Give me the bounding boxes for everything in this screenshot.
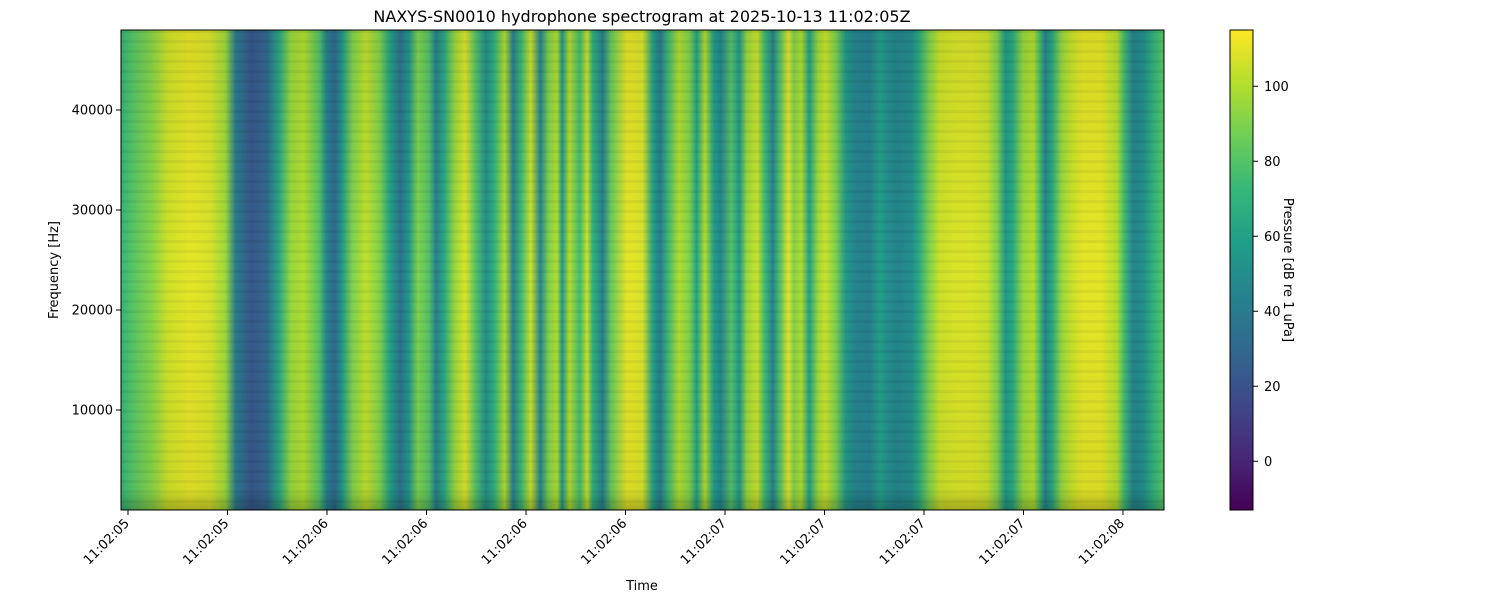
colorbar-gradient xyxy=(1230,30,1253,510)
y-tick-label: 30000 xyxy=(72,204,113,219)
chart-title: NAXYS-SN0010 hydrophone spectrogram at 2… xyxy=(373,7,910,26)
colorbar-tick-label: 80 xyxy=(1264,155,1281,170)
y-tick-label: 10000 xyxy=(72,404,113,419)
x-tick-label: 11:02:07 xyxy=(777,516,829,568)
colorbar-tick-label: 100 xyxy=(1264,80,1289,95)
colorbar-frame xyxy=(1229,29,1254,511)
y-tick-label: 40000 xyxy=(72,104,113,119)
x-tick-label: 11:02:06 xyxy=(479,516,531,568)
plot-frame xyxy=(120,29,1165,511)
colorbar-tick-label: 0 xyxy=(1264,455,1272,470)
colorbar: 0 20 40 60 80 100 Pressure [dB re 1 uPa] xyxy=(1229,29,1295,511)
x-tick-label: 11:02:05 xyxy=(180,516,232,568)
colorbar-tick-label: 40 xyxy=(1264,305,1281,320)
plot-area xyxy=(120,29,1165,511)
x-tick-label: 11:02:06 xyxy=(379,516,431,568)
colorbar-tick-label: 20 xyxy=(1264,380,1281,395)
x-tick-label: 11:02:07 xyxy=(678,516,730,568)
heatmap-harmonics xyxy=(121,30,1164,510)
x-tick-label: 11:02:07 xyxy=(877,516,929,568)
x-tick-label: 11:02:08 xyxy=(1076,516,1128,568)
colorbar-tick-label: 60 xyxy=(1264,230,1281,245)
y-axis-label: Frequency [Hz] xyxy=(47,221,62,319)
y-tick-label: 20000 xyxy=(72,304,113,319)
x-tick-label: 11:02:07 xyxy=(976,516,1028,568)
x-axis-label: Time xyxy=(625,579,658,594)
x-axis: 11:02:05 11:02:05 11:02:06 11:02:06 11:02:06… xyxy=(81,510,1128,568)
colorbar-ticks: 0 20 40 60 80 100 xyxy=(1253,80,1289,470)
x-tick-label: 11:02:05 xyxy=(81,516,133,568)
x-tick-label: 11:02:06 xyxy=(578,516,630,568)
colorbar-label: Pressure [dB re 1 uPa] xyxy=(1280,198,1295,342)
x-tick-label: 11:02:06 xyxy=(280,516,332,568)
y-axis: 10000 20000 30000 40000 xyxy=(72,104,121,419)
